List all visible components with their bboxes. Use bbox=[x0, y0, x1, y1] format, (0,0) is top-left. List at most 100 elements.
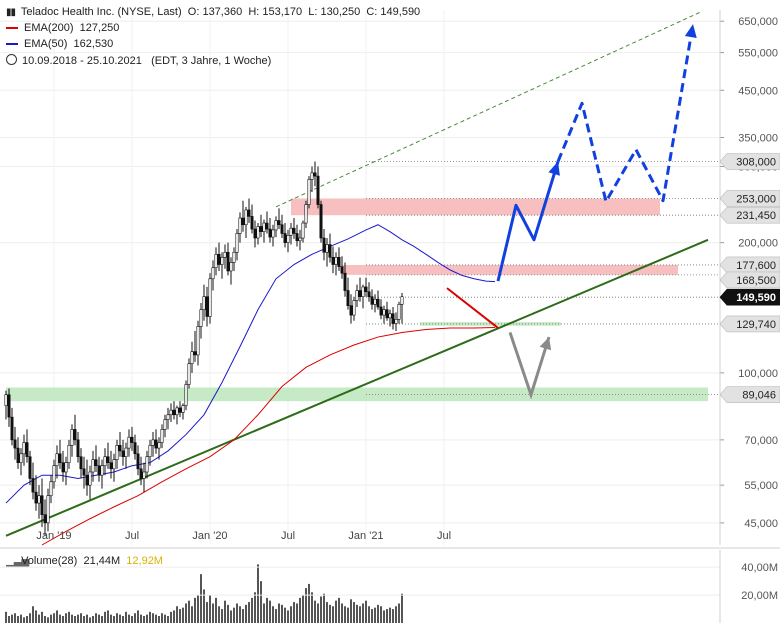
candle-body[interactable] bbox=[154, 439, 158, 449]
candle-body[interactable] bbox=[142, 471, 146, 479]
candle-body[interactable] bbox=[55, 453, 59, 467]
candle-body[interactable] bbox=[106, 456, 110, 463]
candle-body[interactable] bbox=[220, 256, 224, 265]
candle-body[interactable] bbox=[181, 405, 185, 413]
candle-body[interactable] bbox=[40, 495, 44, 516]
candle-body[interactable] bbox=[28, 456, 32, 479]
candle-body[interactable] bbox=[295, 233, 299, 242]
candle-body[interactable] bbox=[286, 234, 290, 243]
candle-body[interactable] bbox=[400, 296, 404, 305]
candle-body[interactable] bbox=[319, 204, 323, 239]
candle-body[interactable] bbox=[244, 209, 248, 226]
candle-body[interactable] bbox=[115, 445, 119, 460]
candle-body[interactable] bbox=[199, 309, 203, 327]
candle-body[interactable] bbox=[172, 409, 176, 416]
candle-body[interactable] bbox=[166, 414, 170, 420]
candle-body[interactable] bbox=[298, 237, 302, 242]
candlestick-series[interactable] bbox=[4, 161, 404, 536]
candle-body[interactable] bbox=[19, 453, 23, 463]
candle-body[interactable] bbox=[79, 456, 83, 470]
candle-body[interactable] bbox=[160, 429, 164, 443]
candle-body[interactable] bbox=[241, 217, 245, 226]
candle-body[interactable] bbox=[175, 407, 179, 416]
candle-body[interactable] bbox=[187, 363, 191, 385]
candle-body[interactable] bbox=[136, 453, 140, 470]
candle-body[interactable] bbox=[217, 253, 221, 265]
candle-body[interactable] bbox=[367, 291, 371, 297]
candle-body[interactable] bbox=[43, 514, 47, 524]
candle-body[interactable] bbox=[94, 459, 98, 467]
candle-body[interactable] bbox=[250, 216, 254, 230]
candle-body[interactable] bbox=[256, 226, 260, 239]
candle-body[interactable] bbox=[226, 251, 230, 272]
candle-body[interactable] bbox=[118, 445, 122, 452]
candle-body[interactable] bbox=[361, 286, 365, 297]
candle-body[interactable] bbox=[22, 442, 26, 455]
candle-body[interactable] bbox=[313, 172, 317, 177]
candle-body[interactable] bbox=[265, 222, 269, 230]
candle-body[interactable] bbox=[247, 209, 251, 217]
candle-body[interactable] bbox=[397, 304, 401, 320]
candle-body[interactable] bbox=[292, 227, 296, 234]
candle-body[interactable] bbox=[370, 296, 374, 305]
candle-body[interactable] bbox=[13, 439, 17, 449]
candle-body[interactable] bbox=[64, 462, 68, 473]
candle-body[interactable] bbox=[25, 442, 29, 458]
candle-body[interactable] bbox=[346, 290, 350, 306]
candle-body[interactable] bbox=[112, 459, 116, 470]
candle-body[interactable] bbox=[310, 172, 314, 180]
candle-body[interactable] bbox=[283, 233, 287, 243]
candle-body[interactable] bbox=[202, 296, 206, 310]
candle-body[interactable] bbox=[253, 228, 257, 239]
candle-body[interactable] bbox=[148, 445, 152, 458]
candle-body[interactable] bbox=[31, 478, 35, 493]
candle-body[interactable] bbox=[388, 313, 392, 319]
candle-body[interactable] bbox=[331, 256, 335, 265]
candle-body[interactable] bbox=[124, 447, 128, 458]
candle-body[interactable] bbox=[355, 290, 359, 301]
candle-body[interactable] bbox=[325, 244, 329, 253]
candle-body[interactable] bbox=[259, 226, 263, 232]
candle-body[interactable] bbox=[169, 409, 173, 416]
candle-body[interactable] bbox=[76, 439, 80, 458]
candle-body[interactable] bbox=[379, 306, 383, 316]
candle-body[interactable] bbox=[109, 462, 113, 470]
candle-body[interactable] bbox=[301, 222, 305, 239]
candle-body[interactable] bbox=[58, 453, 62, 463]
candle-body[interactable] bbox=[349, 305, 353, 316]
candle-body[interactable] bbox=[121, 450, 125, 458]
candle-body[interactable] bbox=[130, 436, 134, 443]
candle-body[interactable] bbox=[82, 468, 86, 476]
candle-body[interactable] bbox=[274, 220, 278, 231]
candle-body[interactable] bbox=[394, 318, 398, 324]
candle-body[interactable] bbox=[49, 481, 53, 497]
candle-body[interactable] bbox=[343, 272, 347, 291]
candle-body[interactable] bbox=[211, 267, 215, 280]
candle-body[interactable] bbox=[334, 256, 338, 265]
candle-body[interactable] bbox=[67, 445, 71, 463]
candle-body[interactable] bbox=[100, 465, 104, 476]
candle-body[interactable] bbox=[373, 298, 377, 305]
candle-body[interactable] bbox=[364, 286, 368, 293]
candle-body[interactable] bbox=[391, 313, 395, 324]
candle-body[interactable] bbox=[97, 465, 101, 476]
candle-body[interactable] bbox=[61, 462, 65, 473]
candle-body[interactable] bbox=[289, 227, 293, 236]
candle-body[interactable] bbox=[7, 394, 11, 418]
candle-body[interactable] bbox=[16, 447, 20, 463]
candle-body[interactable] bbox=[340, 266, 344, 274]
volume-panel[interactable] bbox=[5, 564, 403, 623]
candle-body[interactable] bbox=[358, 290, 362, 297]
candle-body[interactable] bbox=[52, 465, 56, 483]
candle-body[interactable] bbox=[214, 253, 218, 269]
candle-body[interactable] bbox=[139, 468, 143, 479]
candle-body[interactable] bbox=[37, 495, 41, 504]
candle-body[interactable] bbox=[322, 237, 326, 253]
candle-body[interactable] bbox=[382, 309, 386, 316]
candle-body[interactable] bbox=[304, 204, 308, 224]
candle-body[interactable] bbox=[70, 429, 74, 446]
candle-body[interactable] bbox=[133, 442, 137, 455]
candle-body[interactable] bbox=[184, 384, 188, 406]
candle-body[interactable] bbox=[208, 278, 212, 317]
